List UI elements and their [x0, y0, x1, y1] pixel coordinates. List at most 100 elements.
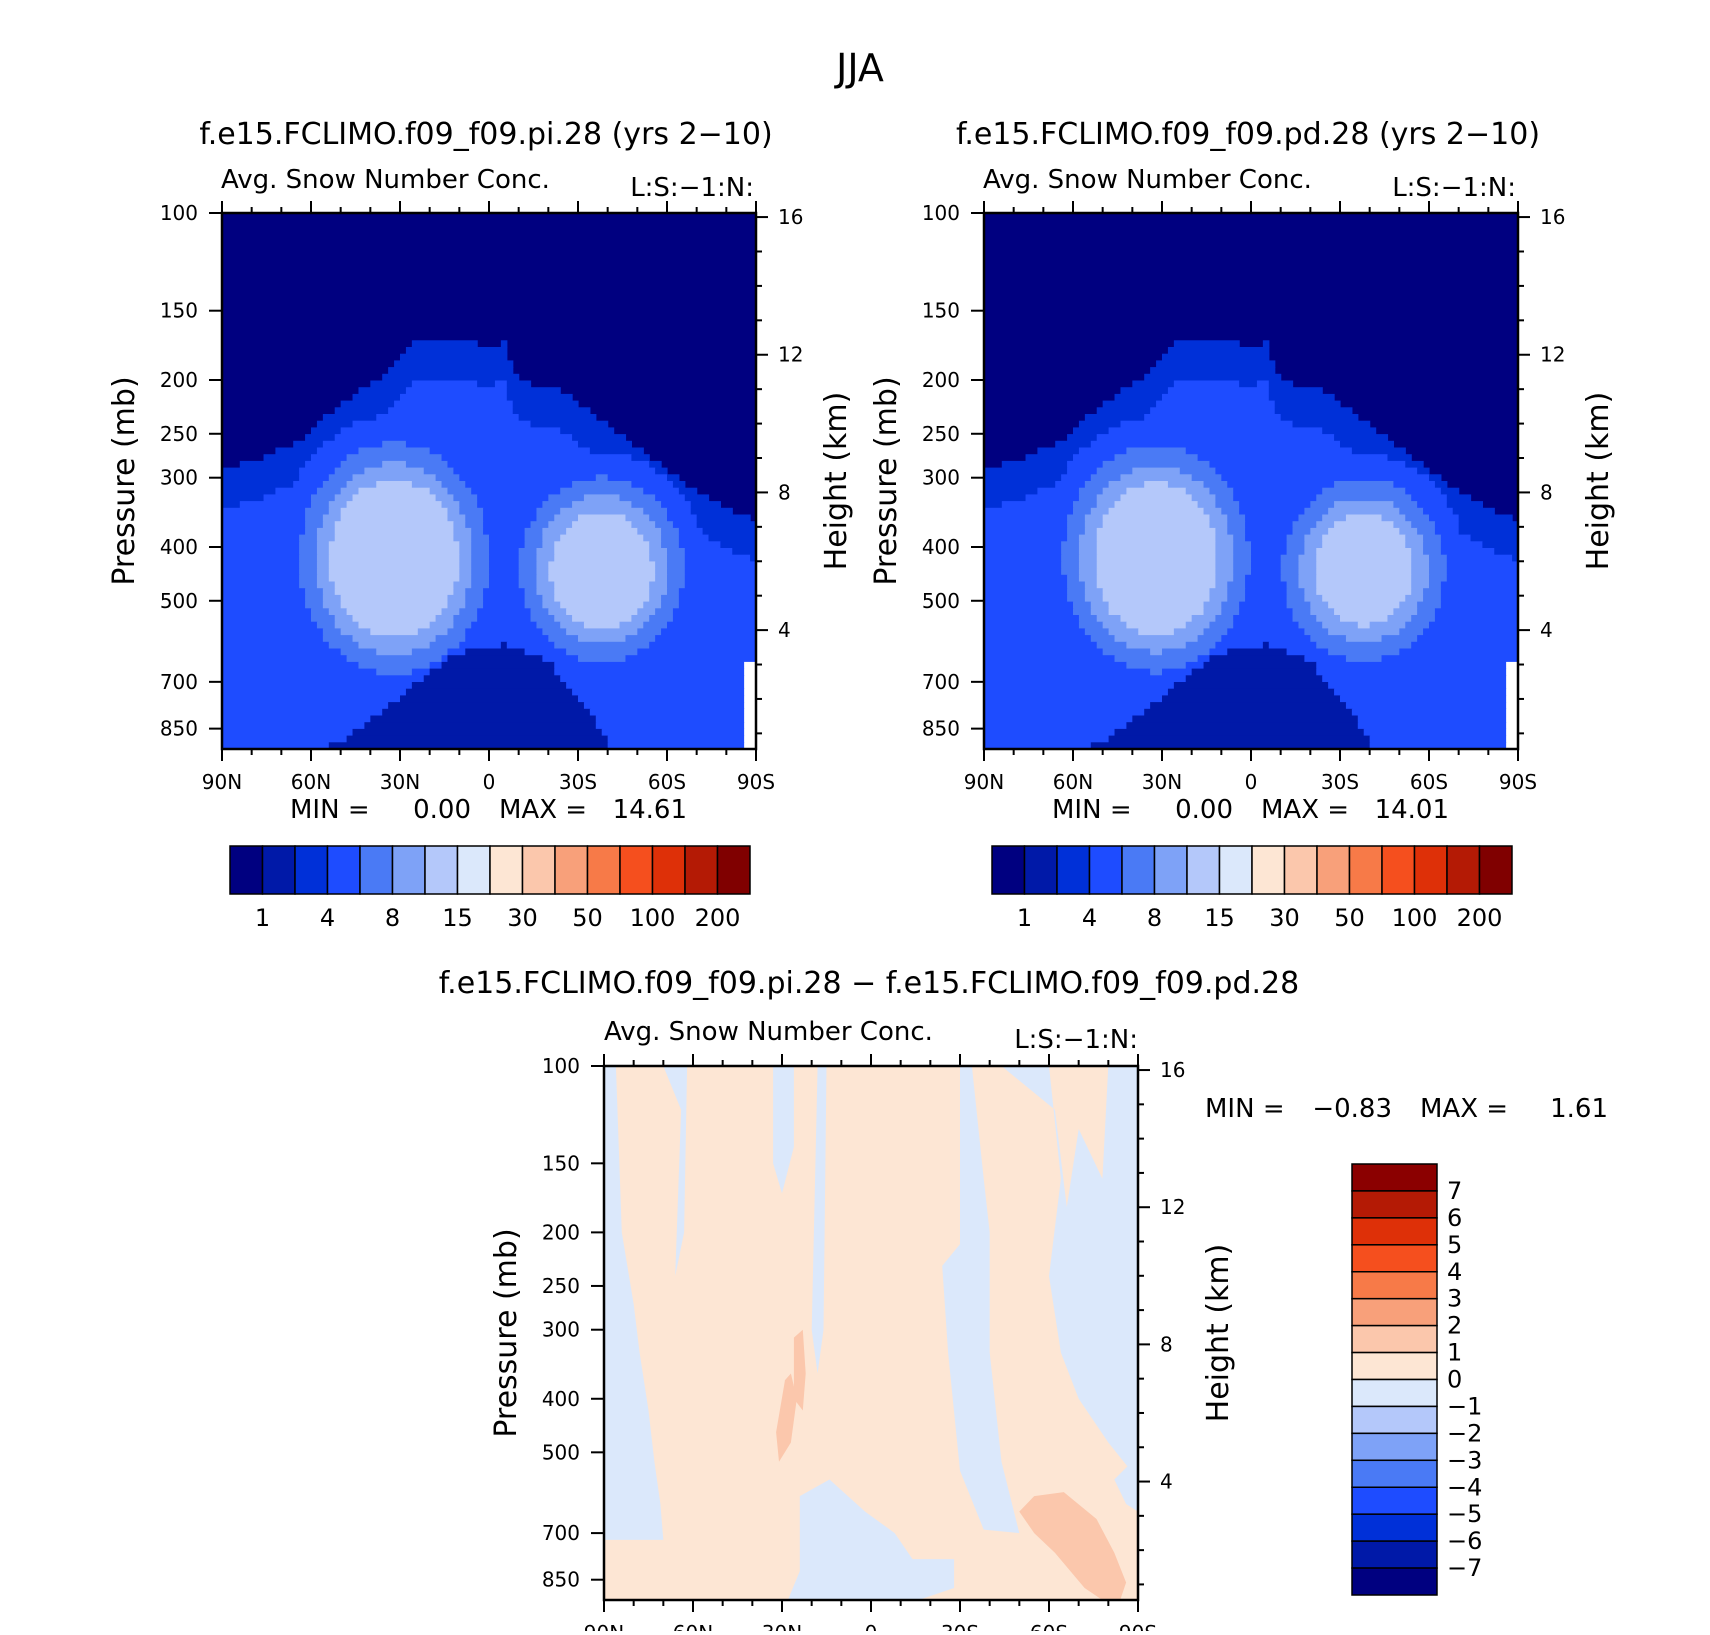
pd-field-cell [1198, 454, 1388, 461]
pd-field-cell [1085, 481, 1109, 488]
pi-field-cell [679, 535, 709, 542]
pd-field-cell [1103, 622, 1127, 629]
pd-field-cell [984, 582, 1068, 589]
pd-field-cell [1304, 588, 1316, 595]
pd-field-cell [1103, 401, 1157, 408]
pi-field-cell [483, 508, 537, 515]
panel-pi: f.e15.FCLIMO.f09_f09.pi.28 (yrs 2−10) Av… [107, 117, 854, 932]
pi-field-cell [572, 501, 632, 508]
pi-field-cell [353, 729, 603, 736]
panel-pd-colorbar: 148153050100200 [992, 846, 1512, 932]
pi-field-cell [471, 582, 489, 589]
pd-field-cell [1079, 421, 1121, 428]
pi-field-cell [222, 582, 300, 589]
diff-colorbar-label: 0 [1447, 1366, 1462, 1394]
pd-field-cell [1120, 421, 1293, 428]
pd-field-cell [1251, 555, 1281, 562]
pi-ytick-label: 150 [160, 299, 198, 323]
pd-field-cell [1085, 515, 1103, 522]
pd-field-cell [1435, 615, 1519, 622]
panel-diff-plot-area: 90N60N30N030S60S90S100150200250300400500… [542, 1054, 1186, 1631]
figure-title: JJA [834, 46, 884, 90]
pd-field-cell [1174, 340, 1240, 347]
pd-colorbar-swatch [1447, 846, 1480, 894]
pd-field-cell [984, 468, 1068, 475]
panel-diff-ylabel-right: Height (km) [1201, 1244, 1236, 1423]
pi-field-cell [744, 722, 756, 729]
pi-field-cell [358, 387, 406, 394]
pi-field-cell [222, 662, 359, 669]
pd-field-cell [1073, 454, 1115, 461]
pi-field-cell [275, 448, 317, 455]
pd-field-cell [1441, 535, 1471, 542]
pd-field-cell [1221, 508, 1239, 515]
pd-field-cell [1198, 635, 1222, 642]
pd-field-cell [1304, 548, 1316, 555]
diff-ytick-label: 400 [542, 1387, 580, 1411]
pd-colorbar-swatch [992, 846, 1025, 894]
pd-field-cell [984, 481, 1056, 488]
pd-colorbar-label: 200 [1457, 904, 1503, 932]
pd-field-cell [1126, 622, 1186, 629]
pi-field-cell [299, 468, 335, 475]
pd-field-cell [1281, 555, 1299, 562]
pi-field-cell [412, 381, 478, 388]
pd-field-cell [1482, 541, 1518, 548]
pd-field-cell [1103, 521, 1210, 528]
pd-ztick-label: 12 [1540, 343, 1565, 367]
pd-field-cell [1429, 561, 1447, 568]
pd-field-cell [984, 602, 1074, 609]
pd-field-cell [1103, 588, 1210, 595]
pd-field-cell [1304, 508, 1328, 515]
pd-field-cell [1091, 508, 1109, 515]
diff-colorbar-label: 6 [1447, 1204, 1462, 1232]
panel-pd-max-value: 14.01 [1375, 795, 1449, 825]
pd-field-cell [1245, 535, 1287, 542]
pi-field-cell [667, 555, 685, 562]
panel-diff: f.e15.FCLIMO.f09_f09.pi.28 − f.e15.FCLIM… [439, 966, 1608, 1631]
pi-field-cell [305, 528, 317, 535]
diff-ytick-label: 150 [542, 1151, 580, 1175]
pi-field-cell [447, 649, 465, 656]
pd-field-cell [1429, 515, 1459, 522]
diff-ytick-label: 700 [542, 1521, 580, 1545]
pd-field-cell [1067, 528, 1085, 535]
pi-field-cell [489, 548, 519, 555]
pd-field-cell [1459, 528, 1519, 535]
pd-colorbar-label: 1 [1017, 904, 1032, 932]
pi-field-cell [548, 561, 655, 568]
panel-pi-units: L:S:−1:N: [630, 173, 754, 203]
pi-field-cell [436, 474, 460, 481]
pi-field-cell [578, 635, 626, 642]
pi-field-cell [744, 729, 756, 736]
pd-field-cell [1310, 608, 1334, 615]
pi-field-cell [525, 541, 543, 548]
pd-field-cell [1245, 515, 1299, 522]
pi-field-cell [358, 448, 430, 455]
pd-field-cell [1002, 461, 1068, 468]
pi-field-cell [744, 716, 756, 723]
pd-field-cell [1091, 474, 1121, 481]
diff-colorbar-swatch [1352, 1406, 1437, 1433]
pd-field-cell [1411, 582, 1429, 589]
pi-ytick-label: 250 [160, 422, 198, 446]
pi-field-cell [655, 608, 673, 615]
pd-field-cell [1447, 561, 1519, 568]
pd-field-cell [1399, 508, 1423, 515]
pi-field-cell [471, 528, 483, 535]
pd-colorbar-label: 8 [1147, 904, 1162, 932]
pi-ytick-label: 500 [160, 589, 198, 613]
pi-field-cell [744, 702, 756, 709]
pi-field-cell [744, 695, 756, 702]
pd-field-cell [1423, 541, 1441, 548]
pi-field-cell [358, 622, 430, 629]
pd-field-cell [984, 608, 1074, 615]
pi-field-cell [453, 521, 465, 528]
pd-field-cell [1073, 508, 1091, 515]
pd-field-cell [1186, 642, 1216, 649]
pi-field-cell [637, 528, 661, 535]
pi-field-cell [305, 508, 329, 515]
pi-field-cell [584, 702, 745, 709]
pi-field-cell [525, 649, 567, 656]
pd-field-cell [1055, 441, 1091, 448]
